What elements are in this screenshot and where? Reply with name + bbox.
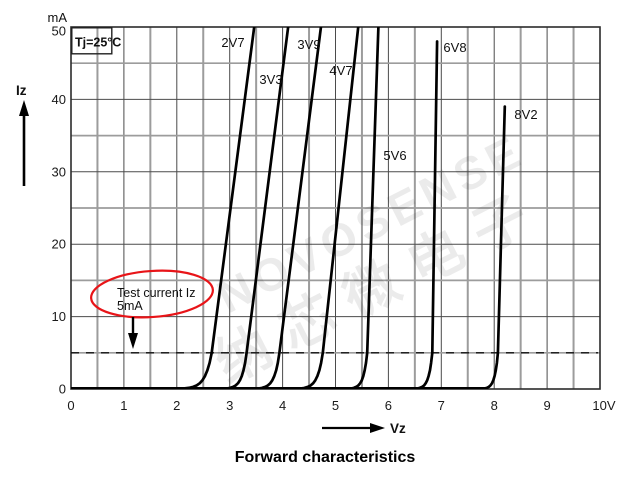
curve-label-2V7: 2V7 xyxy=(221,35,244,50)
curve-label-8V2: 8V2 xyxy=(514,107,537,122)
chart-title: Forward characteristics xyxy=(235,449,416,466)
annotation-ellipse xyxy=(90,269,214,319)
x-tick-label: 9 xyxy=(543,398,550,413)
x-axis-arrow xyxy=(322,423,385,433)
y-tick-label: 30 xyxy=(52,164,66,179)
annotation-line1: Test current Iz xyxy=(117,286,196,300)
x-tick-label: 5 xyxy=(332,398,339,413)
curve-8V2 xyxy=(71,105,507,389)
y-unit-label: mA xyxy=(48,10,68,25)
x-tick-label: 0 xyxy=(67,398,74,413)
curve-label-4V7: 4V7 xyxy=(329,63,352,78)
x-axis-arrow-head xyxy=(370,423,385,433)
grid xyxy=(71,27,600,389)
x-tick-label: 7 xyxy=(438,398,445,413)
y-axis-arrow xyxy=(19,100,29,186)
condition-box: Tj=25°C xyxy=(71,27,121,55)
curve-label-5V6: 5V6 xyxy=(383,148,406,163)
x-tick-label: 6 xyxy=(385,398,392,413)
x-tick-labels: 0 1 2 3 4 5 6 7 8 9 10V xyxy=(67,398,616,413)
y-tick-label: 20 xyxy=(52,237,66,252)
y-tick-label: 10 xyxy=(52,309,66,324)
annotation-arrow-head xyxy=(128,333,138,349)
x-tick-label: 10V xyxy=(592,398,615,413)
condition-label: Tj=25°C xyxy=(75,36,121,50)
y-axis-label: Iz xyxy=(16,83,27,98)
y-tick-label: 0 xyxy=(59,382,66,397)
curve-labels: 2V7 3V3 3V9 4V7 5V6 6V8 8V2 xyxy=(221,35,537,163)
x-tick-label: 2 xyxy=(173,398,180,413)
curve-label-3V3: 3V3 xyxy=(259,72,282,87)
condition-box-frame xyxy=(71,27,113,55)
y-tick-label: 50 xyxy=(52,24,66,39)
curve-label-6V8: 6V8 xyxy=(443,40,466,55)
y-tick-labels: 0 10 20 30 40 50 xyxy=(52,24,66,397)
y-axis-arrow-head xyxy=(19,100,29,116)
x-tick-label: 4 xyxy=(279,398,286,413)
curves xyxy=(71,27,507,389)
test-current-annotation: Test current Iz 5mA xyxy=(90,269,214,349)
x-tick-label: 8 xyxy=(491,398,498,413)
y-tick-label: 40 xyxy=(52,92,66,107)
curve-label-3V9: 3V9 xyxy=(297,37,320,52)
x-axis-label: Vz xyxy=(390,421,406,436)
annotation-line2: 5mA xyxy=(117,299,143,313)
x-tick-label: 3 xyxy=(226,398,233,413)
x-tick-label: 1 xyxy=(120,398,127,413)
